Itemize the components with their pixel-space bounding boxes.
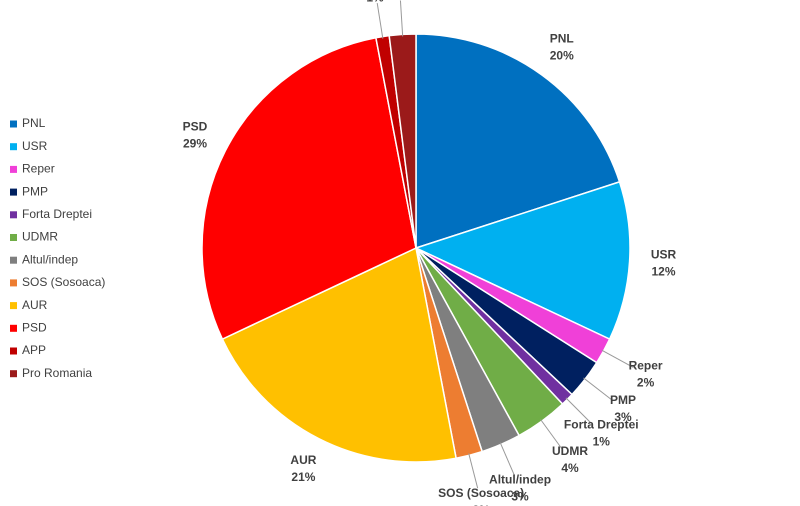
leader-line bbox=[601, 349, 634, 368]
legend-swatch bbox=[10, 302, 17, 310]
data-label-value: 2% bbox=[637, 375, 655, 389]
data-label-name: PMP bbox=[610, 393, 636, 407]
legend-label: PMP bbox=[22, 184, 48, 198]
legend-label: PNL bbox=[22, 116, 46, 130]
data-label-value: 1% bbox=[593, 434, 611, 448]
data-label-name: AUR bbox=[290, 453, 316, 467]
leader-line bbox=[399, 0, 404, 37]
data-label-value: 29% bbox=[183, 137, 207, 151]
leader-line bbox=[376, 2, 384, 39]
data-label-name: SOS (Sosoaca) bbox=[438, 486, 524, 500]
legend-swatch bbox=[10, 165, 17, 173]
data-label-name: PNL bbox=[550, 32, 574, 46]
data-label-value: 4% bbox=[561, 461, 579, 475]
legend-label: Pro Romania bbox=[22, 366, 92, 380]
legend-label: AUR bbox=[22, 298, 48, 312]
legend-swatch bbox=[10, 188, 17, 196]
legend-swatch bbox=[10, 234, 17, 241]
leader-line bbox=[540, 419, 563, 449]
legend-label: PSD bbox=[22, 320, 47, 334]
legend-label: UDMR bbox=[22, 230, 58, 244]
data-label-value: 2% bbox=[472, 503, 490, 506]
legend-swatch bbox=[10, 211, 17, 219]
data-label-name: Altul/indep bbox=[489, 473, 551, 487]
pie-slice bbox=[201, 36, 417, 341]
leader-line bbox=[468, 453, 479, 489]
pie-slice bbox=[221, 246, 457, 463]
legend-swatch bbox=[10, 347, 17, 355]
data-label-value: 3% bbox=[614, 410, 632, 424]
legend-swatch bbox=[10, 143, 17, 151]
data-label-name: PSD bbox=[183, 120, 208, 134]
data-label-value: 12% bbox=[651, 265, 675, 279]
legend-swatch bbox=[10, 324, 17, 332]
pie-slice bbox=[415, 33, 621, 250]
legend-swatch bbox=[10, 370, 17, 378]
legend-label: Forta Dreptei bbox=[22, 207, 92, 221]
legend-swatch bbox=[10, 279, 17, 287]
pie-slice bbox=[413, 180, 631, 341]
leader-line bbox=[499, 442, 515, 476]
data-label-value: 21% bbox=[291, 470, 315, 484]
legend-label: Reper bbox=[22, 162, 55, 176]
legend-label: USR bbox=[22, 139, 48, 153]
leader-line bbox=[565, 397, 592, 424]
data-label-name: Reper bbox=[629, 358, 663, 372]
legend-label: APP bbox=[22, 343, 46, 357]
legend-swatch bbox=[10, 120, 17, 128]
data-label-name: Forta Dreptei bbox=[564, 417, 639, 431]
data-label-value: 2% bbox=[391, 0, 409, 2]
data-label-value: 1% bbox=[366, 0, 384, 4]
leader-line bbox=[583, 377, 613, 401]
data-label-name: USR bbox=[651, 248, 677, 262]
data-label-value: 20% bbox=[550, 49, 574, 63]
legend-swatch bbox=[10, 256, 17, 264]
data-label-value: 3% bbox=[511, 490, 529, 504]
data-label-name: UDMR bbox=[552, 444, 588, 458]
legend-label: Altul/indep bbox=[22, 252, 78, 266]
legend-label: SOS (Sosoaca) bbox=[22, 275, 105, 289]
